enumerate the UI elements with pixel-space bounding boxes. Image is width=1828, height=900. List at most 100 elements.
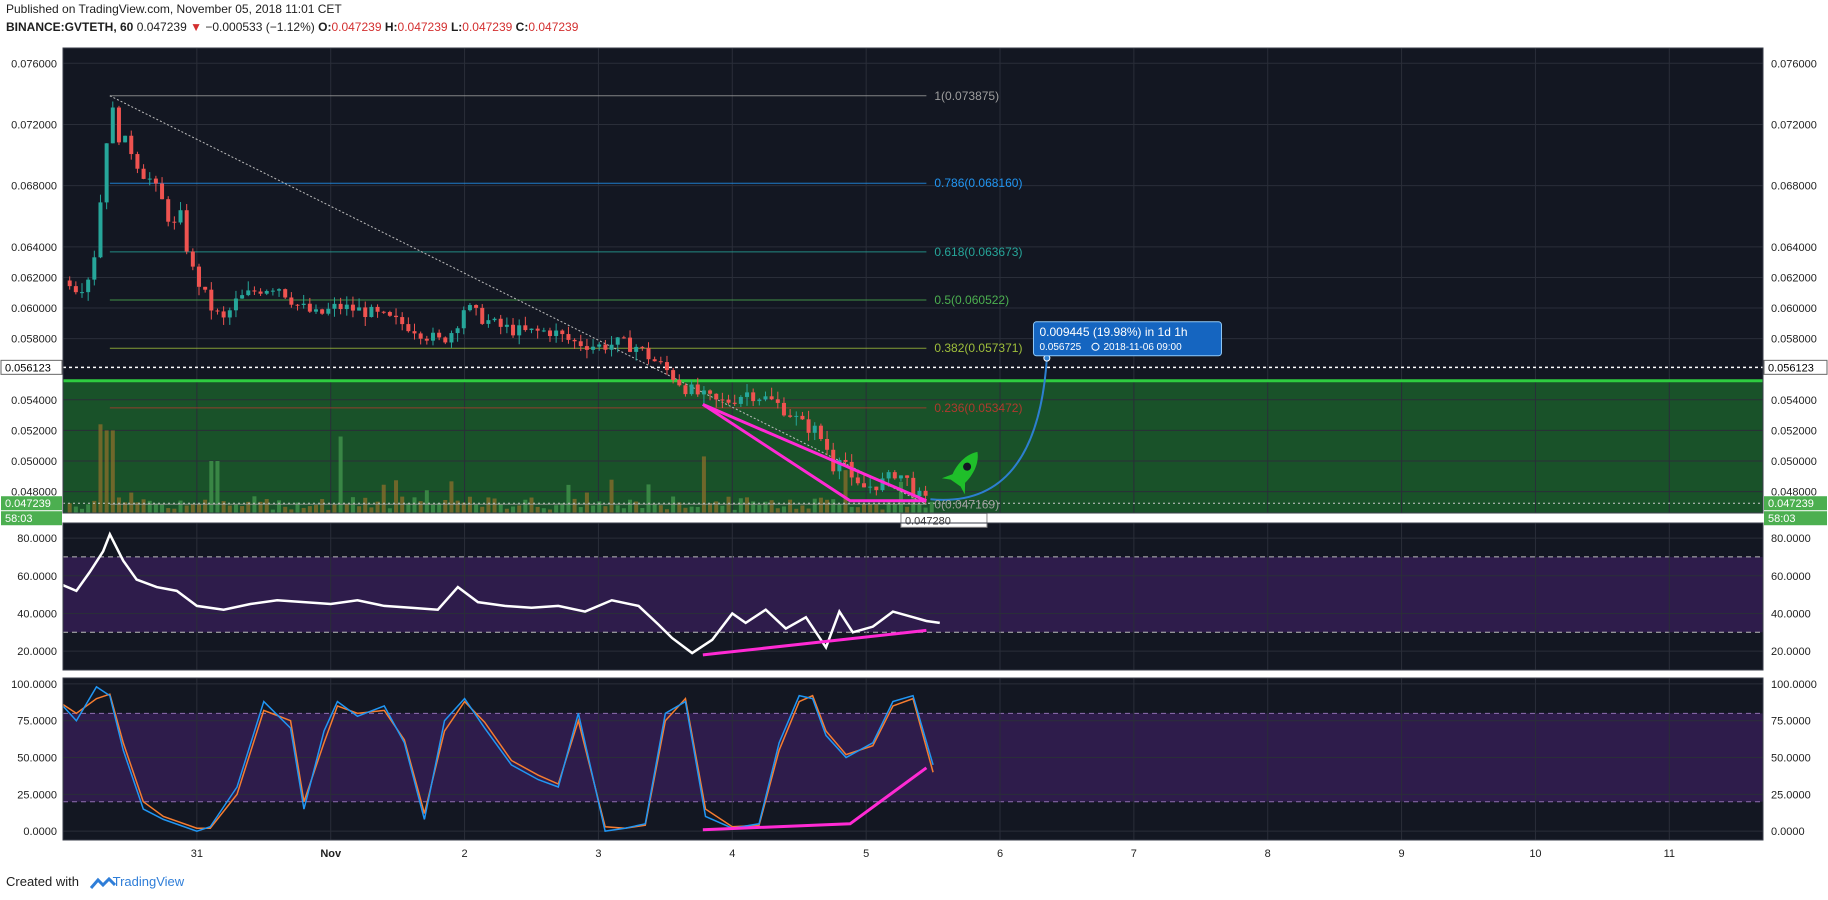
candle-body: [369, 306, 374, 318]
volume-bar: [289, 509, 294, 513]
last-price-badge-right-box: [1764, 496, 1827, 511]
candle-body: [461, 310, 466, 329]
volume-bar: [535, 506, 540, 513]
volume-bar: [646, 484, 651, 513]
candle-body: [566, 334, 571, 340]
created-with: Created with: [6, 874, 79, 889]
candle-body: [344, 304, 349, 310]
volume-bar: [892, 504, 897, 513]
candle-body: [221, 311, 226, 318]
candle-body: [677, 379, 682, 386]
measure-callout-time: 2018-11-06 09:00: [1103, 342, 1182, 353]
ohlc-open-key: O:: [318, 20, 332, 34]
volume-bar: [86, 504, 91, 513]
stoch-divergence-line: [702, 766, 928, 832]
candle-body: [714, 393, 719, 400]
stoch-tick-left: 25.0000: [17, 789, 57, 801]
candle-body: [381, 311, 386, 313]
volume-bar: [153, 503, 158, 513]
candle-body: [781, 402, 786, 416]
volume-bar: [769, 500, 774, 513]
candle-body: [498, 318, 503, 327]
last-price-badge-right: 0.047239: [1768, 498, 1814, 510]
candle-body: [701, 390, 706, 395]
price-tick-right: 0.068000: [1771, 181, 1817, 193]
volume-bar: [862, 503, 867, 513]
volume-bar: [597, 501, 602, 513]
candle-body: [874, 486, 879, 491]
trend-line-upper: [702, 403, 927, 503]
candle-body: [818, 425, 823, 439]
volume-bar: [874, 503, 879, 513]
volume-bar: [104, 430, 109, 513]
volume-bar: [843, 470, 848, 513]
candle-body: [73, 286, 78, 293]
candle-body: [640, 346, 645, 348]
candle-body: [609, 344, 614, 350]
volume-bar: [517, 505, 522, 513]
volume-bar: [424, 490, 429, 513]
volume-bar: [455, 500, 460, 513]
tradingview-brand-link[interactable]: TradingView: [112, 874, 185, 889]
candle-body: [646, 347, 651, 360]
volume-bars: [67, 424, 934, 513]
volume-bar: [406, 503, 411, 513]
clock-icon: [1091, 342, 1100, 351]
candle-body: [504, 324, 509, 327]
volume-bar: [178, 500, 183, 513]
ohlc-high-key: H:: [384, 20, 398, 34]
candle-body: [172, 221, 177, 223]
time-tick: 3: [595, 848, 601, 860]
volume-bar: [775, 508, 780, 513]
candle-body: [554, 330, 559, 337]
price-tick-right: 0.048000: [1771, 487, 1817, 499]
volume-bar: [911, 497, 916, 513]
time-tick: 9: [1399, 848, 1405, 860]
candle-body: [190, 251, 195, 267]
candle-body: [215, 310, 220, 312]
candle-body: [603, 344, 608, 350]
candle-body: [634, 346, 639, 352]
candle-body: [492, 318, 497, 321]
candle-body: [141, 168, 146, 179]
volume-bar: [708, 503, 713, 513]
volume-bar: [794, 508, 799, 513]
candle-body: [898, 475, 903, 479]
measure-callout-box: [1032, 321, 1222, 357]
rsi-tick-right: 60.0000: [1771, 571, 1811, 583]
volume-bar: [141, 499, 146, 513]
volume-bar: [301, 507, 306, 513]
time-tick: 5: [863, 848, 869, 860]
stoch-tick-left: 50.0000: [17, 753, 57, 765]
left-scale-bg: [0, 48, 63, 840]
volume-bar: [695, 506, 700, 513]
candle-body: [474, 305, 479, 308]
volume-bar: [701, 456, 706, 513]
volume-bar: [387, 508, 392, 513]
projection-arc: [930, 358, 1048, 501]
candle-body: [695, 384, 700, 395]
price-tick-right: 0.052000: [1771, 425, 1817, 437]
volume-bar: [233, 504, 238, 513]
volume-bar: [763, 501, 768, 513]
rsi-tick-right: 40.0000: [1771, 608, 1811, 620]
change-arrow: ▼: [190, 20, 202, 34]
current-line-badge-left-box: [1, 360, 62, 375]
time-tick: 7: [1131, 848, 1137, 860]
price-tick-right: 0.050000: [1771, 456, 1817, 468]
current-line-badge-left: 0.056123: [5, 362, 51, 374]
candle-body: [547, 330, 552, 337]
fib-level-label: 0.382(0.057371): [934, 341, 1022, 355]
volume-bar: [560, 503, 565, 513]
volume-bar: [197, 503, 201, 513]
candle-body: [246, 290, 251, 296]
candle-body: [708, 390, 713, 394]
candle-body: [658, 361, 663, 363]
volume-bar: [258, 501, 263, 513]
candle-body: [892, 472, 897, 479]
countdown-badge-right-box: [1764, 511, 1827, 526]
ohlc-close: 0.047239: [528, 20, 579, 34]
last-price: 0.047239: [136, 20, 187, 34]
candle-body: [628, 337, 633, 352]
